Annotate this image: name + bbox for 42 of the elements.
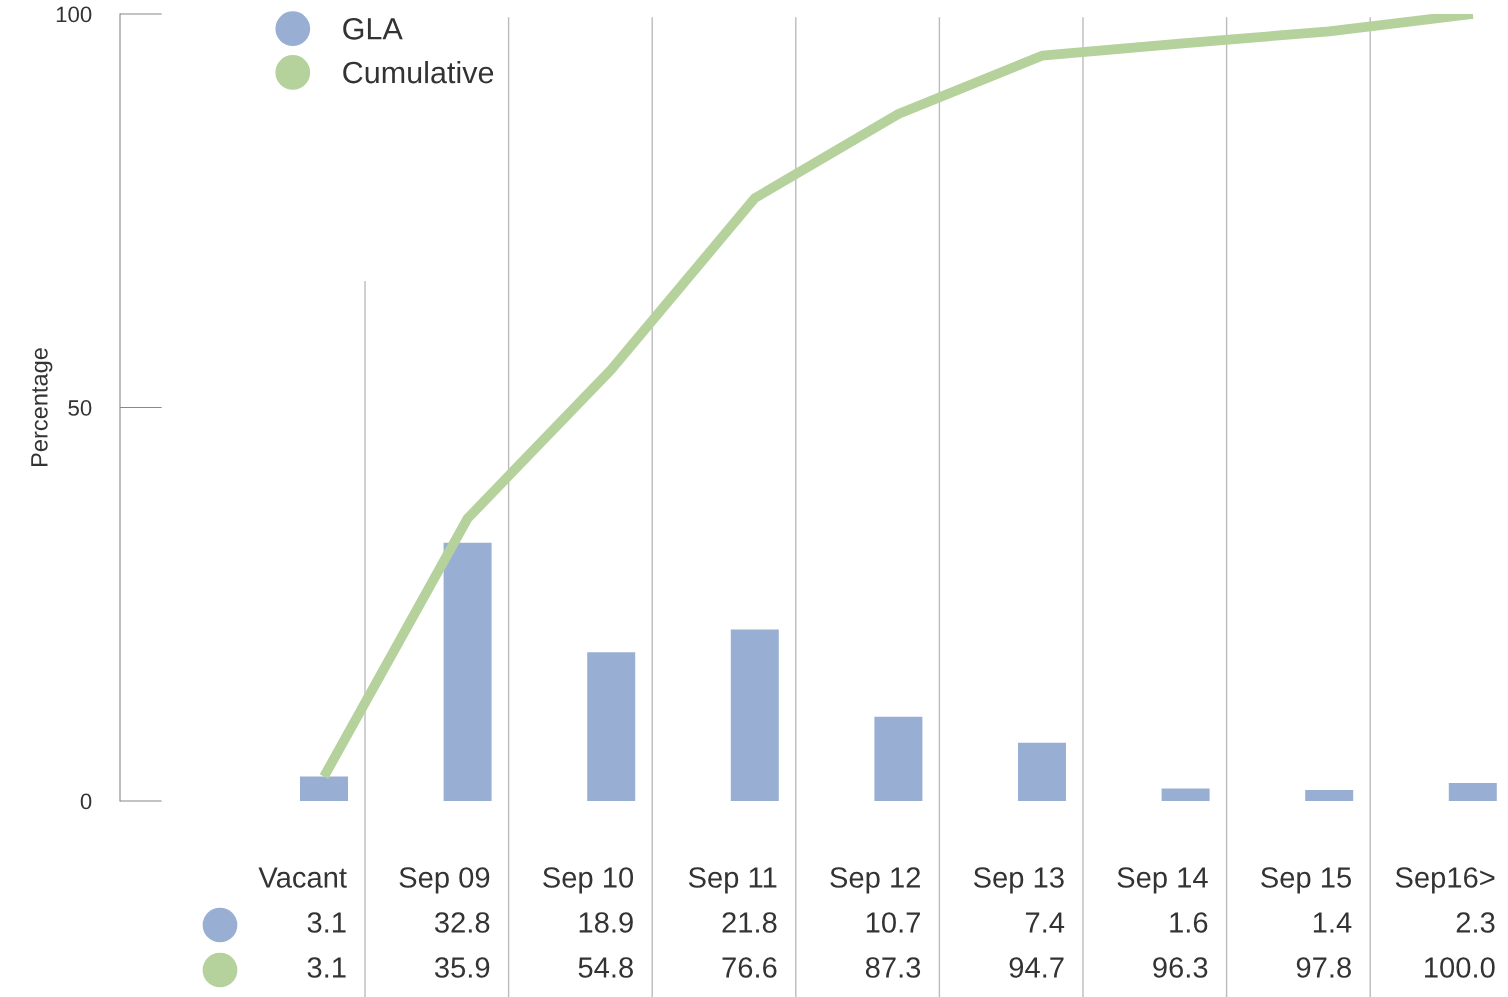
bar: [1018, 742, 1066, 801]
y-axis-title: Percentage: [31, 348, 53, 466]
data-label: 3.1: [307, 912, 346, 933]
x-tick-label: Sep 15: [1261, 867, 1351, 894]
bar: [1305, 789, 1354, 801]
y-tick-label: 100: [56, 6, 92, 23]
bar: [1161, 788, 1210, 801]
bar: [874, 716, 923, 801]
data-label: 35.9: [434, 957, 490, 978]
x-tick-label: Sep 10: [543, 867, 634, 894]
x-tick-label: Sep 09: [399, 867, 490, 894]
bar: [587, 652, 636, 801]
data-label: 87.3: [865, 957, 921, 978]
data-label: 1.4: [1313, 912, 1352, 933]
data-label: 21.8: [722, 912, 777, 933]
bar: [443, 542, 492, 801]
data-label: 54.8: [578, 957, 633, 978]
legend-label: Cumulative: [343, 60, 494, 84]
x-tick-label: Sep 13: [973, 867, 1064, 894]
x-tick-label: Sep 14: [1117, 867, 1208, 894]
data-label: 32.8: [434, 912, 490, 933]
y-tick-label: 0: [80, 793, 92, 810]
x-tick-label: Sep 12: [830, 867, 920, 894]
legend-label: GLA: [343, 18, 403, 40]
data-label: 76.6: [722, 957, 777, 978]
data-label: 7.4: [1025, 912, 1065, 933]
x-tick-label: Sep 11: [688, 867, 777, 894]
data-label: 94.7: [1009, 957, 1064, 978]
y-tick-label: 50: [68, 400, 92, 416]
bar: [730, 629, 779, 801]
bar: [1448, 782, 1497, 801]
data-label: 97.8: [1296, 957, 1351, 978]
bar: [300, 776, 348, 801]
data-label: 1.6: [1170, 912, 1208, 933]
data-label: 10.7: [866, 912, 920, 933]
data-label: 3.1: [307, 957, 346, 978]
x-tick-label: Sep16>: [1395, 867, 1495, 894]
data-label: 2.3: [1456, 912, 1495, 933]
data-label: 18.9: [579, 912, 633, 933]
data-label: 96.3: [1153, 957, 1208, 978]
data-label: 100.0: [1425, 957, 1495, 978]
x-tick-label: Vacant: [258, 867, 347, 888]
